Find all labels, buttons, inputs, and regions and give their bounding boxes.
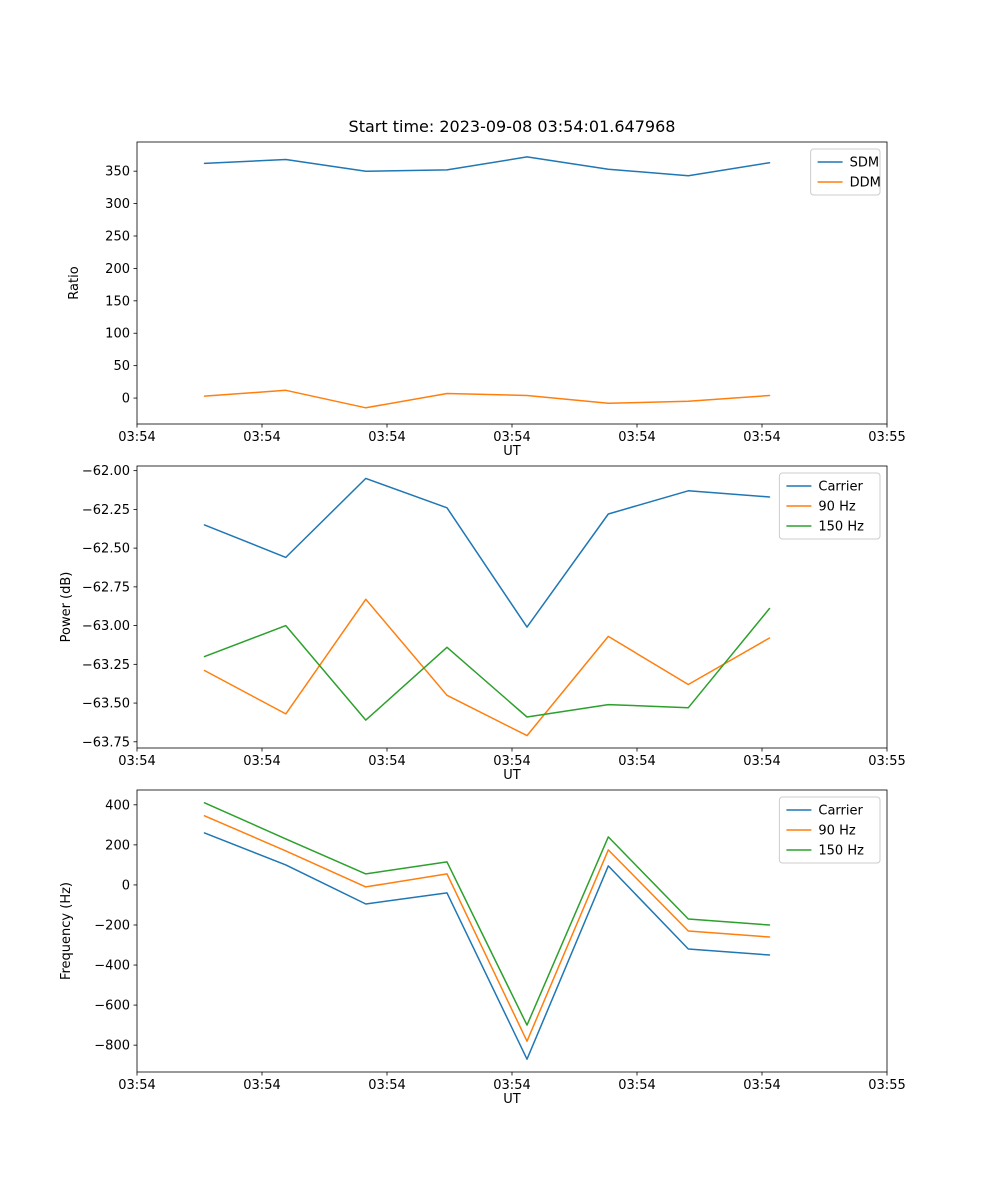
x-tick-label: 03:54	[618, 754, 655, 769]
legend-label-150-hz: 150 Hz	[818, 844, 864, 859]
xlabel-ut-2: UT	[503, 768, 521, 783]
y-tick-label: −63.00	[82, 619, 130, 634]
legend: Carrier 90 Hz 150 Hz	[778, 472, 881, 540]
y-tick-label: −62.75	[82, 580, 130, 595]
x-tick-label: 03:54	[493, 754, 530, 769]
x-tick-label: 03:54	[618, 1078, 655, 1093]
y-tick-label: −63.50	[82, 697, 130, 712]
x-tick-label: 03:55	[868, 430, 905, 445]
y-tick-label: −63.75	[82, 735, 130, 750]
x-tick-label: 03:54	[493, 1078, 530, 1093]
series-line-sdm	[203, 156, 771, 177]
y-tick-label: 200	[105, 838, 130, 853]
y-tick-label: 0	[122, 392, 130, 407]
x-tick-label: 03:54	[118, 430, 155, 445]
legend-box	[810, 148, 881, 196]
y-tick-label: −400	[94, 959, 130, 974]
subplot-3: 03:54 03:54 03:54 03:54 03:54 03:54 03:55 −800 −…	[94, 789, 906, 1093]
legend-label-carrier: Carrier	[818, 804, 863, 819]
y-tick-label: 300	[105, 197, 130, 212]
legend-label-ddm: DDM	[850, 176, 881, 191]
legend-label-sdm: SDM	[850, 156, 879, 171]
x-tick-label: 03:54	[243, 430, 280, 445]
y-tick-label: 250	[105, 230, 130, 245]
legend-label-90-hz: 90 Hz	[818, 824, 855, 839]
y-tick-label: 100	[105, 327, 130, 342]
x-tick-label: 03:54	[118, 1078, 155, 1093]
figure-title: Start time: 2023-09-08 03:54:01.647968	[348, 117, 676, 136]
legend: SDM DDM	[810, 148, 881, 196]
series-line-90-hz	[203, 598, 771, 737]
series-line-150-hz	[203, 607, 771, 721]
series-line-carrier	[203, 477, 771, 628]
x-tick-label: 03:54	[493, 430, 530, 445]
legend-box	[778, 796, 881, 864]
axes-frame	[136, 141, 888, 425]
x-tick-label: 03:54	[743, 754, 780, 769]
x-tick-label: 03:54	[743, 430, 780, 445]
series-line-carrier	[203, 832, 771, 1060]
x-tick-label: 03:54	[243, 754, 280, 769]
y-tick-label: −62.25	[82, 503, 130, 518]
y-tick-label: −200	[94, 918, 130, 933]
legend-label-90-hz: 90 Hz	[818, 500, 855, 515]
y-tick-label: 200	[105, 262, 130, 277]
x-tick-label: 03:54	[368, 754, 405, 769]
y-tick-label: 0	[122, 878, 130, 893]
series-line-150-hz	[203, 802, 771, 1026]
subplot-1: 03:54 03:54 03:54 03:54 03:54 03:54 03:55 0 50 10…	[105, 141, 906, 445]
axes-frame	[136, 465, 888, 749]
legend-label-carrier: Carrier	[818, 480, 863, 495]
series-line-90-hz	[203, 815, 771, 1042]
x-tick-label: 03:54	[368, 1078, 405, 1093]
x-tick-label: 03:54	[368, 430, 405, 445]
y-tick-label: 50	[113, 359, 130, 374]
y-tick-label: −62.00	[82, 464, 130, 479]
x-tick-label: 03:55	[868, 754, 905, 769]
legend-box	[778, 472, 881, 540]
x-tick-label: 03:54	[118, 754, 155, 769]
y-tick-label: 400	[105, 798, 130, 813]
y-tick-label: −63.25	[82, 658, 130, 673]
legend: Carrier 90 Hz 150 Hz	[778, 796, 881, 864]
x-tick-label: 03:55	[868, 1078, 905, 1093]
y-tick-label: 350	[105, 165, 130, 180]
y-tick-label: −600	[94, 999, 130, 1014]
xlabel-ut-1: UT	[503, 444, 521, 459]
x-tick-label: 03:54	[243, 1078, 280, 1093]
y-tick-label: −800	[94, 1039, 130, 1054]
x-tick-label: 03:54	[743, 1078, 780, 1093]
xlabel-ut-3: UT	[503, 1092, 521, 1107]
y-tick-label: 150	[105, 294, 130, 309]
series-line-ddm	[203, 389, 771, 409]
legend-label-150-hz: 150 Hz	[818, 520, 864, 535]
y-tick-label: −62.50	[82, 542, 130, 557]
x-tick-label: 03:54	[618, 430, 655, 445]
subplot-2: 03:54 03:54 03:54 03:54 03:54 03:54 03:55 −63.7…	[82, 464, 906, 769]
